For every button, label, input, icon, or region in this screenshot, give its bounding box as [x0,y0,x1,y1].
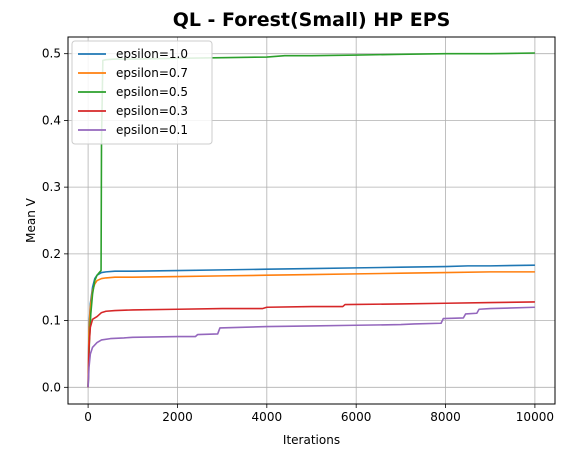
legend-label: epsilon=0.7 [116,66,188,80]
series-line-5 [87,306,535,388]
series-line-1 [87,264,535,388]
y-axis-label: Mean V [24,197,38,243]
legend-label: epsilon=0.3 [116,104,188,118]
ticks: 0 2000 4000 6000 8000 10000 0.0 0.1 0.2 0.3 0.4 0.5 [42,47,554,424]
y-tick-label: 0.0 [42,380,61,394]
legend-box [71,40,213,145]
y-tick-label: 0.5 [42,47,61,61]
y-tick-label: 0.4 [42,113,61,127]
x-tick-label: 2000 [162,410,193,424]
chart-title: QL - Forest(Small) HP EPS [173,9,451,31]
x-tick-label: 10000 [516,410,554,424]
y-tick-label: 0.3 [42,180,61,194]
legend: epsilon=1.0 epsilon=0.7 epsilon=0.5 epsilon… [71,40,213,145]
grid [68,37,555,404]
legend-label: epsilon=1.0 [116,47,188,61]
x-tick-label: 8000 [430,410,461,424]
x-tick-label: 0 [84,410,92,424]
legend-label: epsilon=0.5 [116,85,188,99]
x-tick-label: 6000 [341,410,372,424]
series-line-4 [87,301,535,388]
y-tick-label: 0.2 [42,247,61,261]
plot-frame [67,36,556,405]
x-tick-label: 4000 [252,410,283,424]
legend-label: epsilon=0.1 [116,123,188,137]
y-tick-label: 0.1 [42,314,61,328]
x-axis-label: Iterations [283,433,340,447]
